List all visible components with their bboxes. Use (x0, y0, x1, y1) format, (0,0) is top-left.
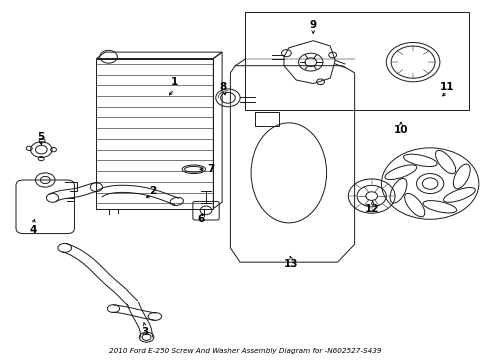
Text: 4: 4 (29, 225, 37, 235)
Text: 10: 10 (393, 125, 408, 135)
Text: 5: 5 (37, 132, 44, 142)
Text: 1: 1 (171, 77, 178, 87)
Text: 7: 7 (207, 164, 215, 174)
Text: 9: 9 (310, 19, 317, 30)
Text: 3: 3 (142, 327, 149, 337)
Bar (245, 12, 469, 111)
Bar (97, 59, 213, 208)
Text: 12: 12 (365, 203, 379, 213)
Text: 8: 8 (220, 82, 227, 92)
Text: 13: 13 (284, 259, 298, 269)
Text: 6: 6 (197, 214, 205, 224)
Text: 11: 11 (440, 82, 454, 92)
Text: 2010 Ford E-250 Screw And Washer Assembly Diagram for -N602527-S439: 2010 Ford E-250 Screw And Washer Assembl… (109, 348, 381, 354)
Text: 2: 2 (149, 186, 156, 196)
